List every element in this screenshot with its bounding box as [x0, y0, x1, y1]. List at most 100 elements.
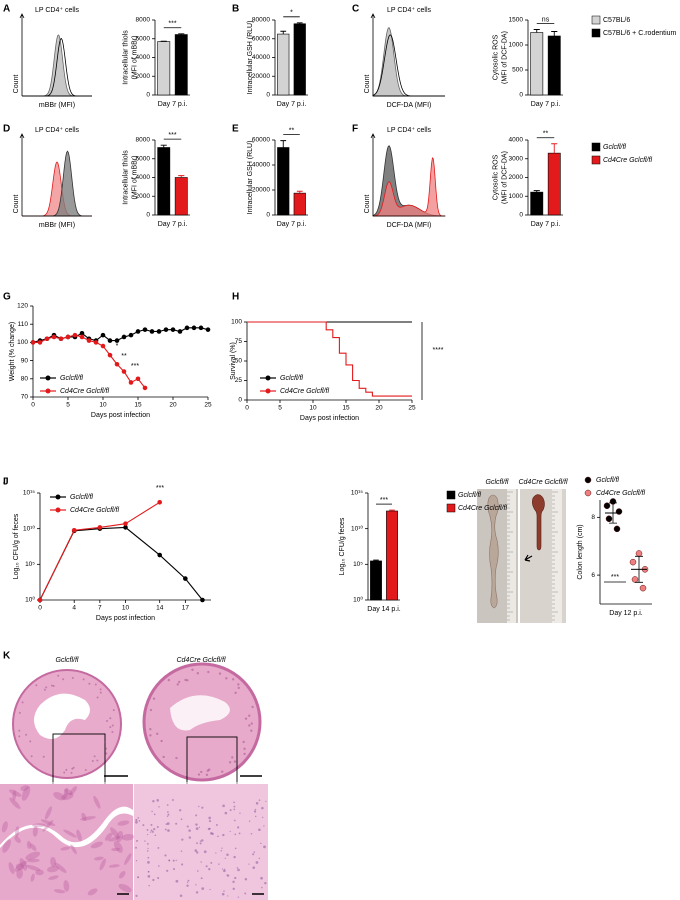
crypt — [61, 792, 74, 801]
y-tick-label: 0 — [238, 397, 242, 404]
y-tick-label: 20000 — [252, 73, 270, 80]
significance-label: **** — [433, 347, 444, 354]
cell — [260, 876, 263, 880]
y-tick-label: 110 — [18, 321, 29, 328]
cell — [82, 678, 85, 681]
cell — [244, 892, 247, 895]
error-bar — [296, 22, 303, 24]
cell — [224, 857, 226, 859]
cell — [18, 711, 21, 714]
crypt — [81, 812, 87, 822]
cell — [221, 770, 224, 773]
cell — [99, 691, 102, 694]
cell — [233, 801, 235, 804]
series-line — [39, 501, 160, 601]
cell — [236, 867, 239, 869]
cell — [151, 830, 154, 833]
x-tick-label: 17 — [182, 605, 190, 612]
x-tick-label: 25 — [204, 402, 212, 409]
cell — [250, 832, 253, 835]
cell — [175, 859, 177, 861]
crypt — [9, 789, 22, 797]
chart-title: LP CD4⁺ cells — [35, 127, 80, 134]
cell — [225, 677, 228, 680]
cell — [237, 826, 240, 829]
y-tick-label: 6000 — [136, 35, 151, 42]
x-axis-label: Day 7 p.i. — [531, 101, 561, 108]
cell — [149, 734, 152, 737]
cell — [229, 809, 232, 812]
cell — [197, 870, 199, 872]
crypt — [25, 851, 41, 860]
cell — [167, 811, 169, 813]
cell — [263, 825, 265, 827]
cell — [35, 684, 38, 687]
y-axis-label: Log₁₀ CFU/g feces — [339, 517, 346, 575]
y-axis-label: Count — [13, 195, 20, 214]
data-point — [157, 499, 162, 505]
y-tick-label: 4000 — [136, 174, 151, 181]
cell — [233, 760, 237, 763]
error-bar — [533, 190, 540, 193]
y-tick-label: 100 — [17, 339, 28, 346]
panel-letter: J — [3, 477, 9, 488]
ruler — [507, 489, 516, 623]
cell — [70, 771, 73, 774]
cell — [138, 820, 141, 822]
data-point — [128, 380, 134, 385]
cell — [84, 768, 87, 771]
x-axis-label: Day 7 p.i. — [158, 101, 188, 108]
y-tick-label: 10¹⁵ — [351, 490, 363, 497]
y-tick-label: 1500 — [509, 17, 524, 24]
data-point — [123, 521, 128, 526]
cell — [188, 829, 191, 832]
cell — [203, 850, 207, 854]
cell — [105, 752, 108, 755]
cell — [258, 857, 261, 860]
chart-bar: 0 1000 2000 3000 4000 Cytosolic ROS (MFI of DC… — [492, 131, 652, 228]
cell — [91, 759, 94, 762]
cell — [237, 683, 240, 686]
cell — [217, 835, 219, 838]
cell — [171, 799, 174, 801]
cell — [199, 840, 202, 842]
crypt — [44, 806, 52, 820]
bar — [530, 32, 544, 96]
crypt — [26, 840, 32, 850]
cell — [233, 808, 236, 811]
cell — [228, 761, 232, 764]
cell — [232, 887, 235, 890]
cell — [264, 881, 267, 885]
cell — [188, 836, 192, 839]
legend-marker — [584, 489, 592, 497]
significance-label: *** — [168, 132, 176, 139]
crypt — [48, 875, 59, 880]
cell — [176, 683, 179, 686]
cell — [147, 875, 151, 878]
series-line — [33, 334, 146, 389]
y-tick-label: 10⁰ — [353, 596, 363, 604]
crypt — [69, 786, 78, 796]
x-axis-label: DCF-DA (MFI) — [387, 102, 432, 109]
panel-letter: K — [3, 651, 11, 662]
crypt — [63, 787, 69, 800]
crypt — [118, 883, 132, 893]
y-tick-label: 60000 — [252, 137, 270, 144]
cell — [71, 677, 74, 680]
cell — [195, 823, 198, 826]
crypt — [32, 826, 38, 837]
cell — [187, 879, 190, 882]
cell — [62, 678, 65, 681]
cell — [152, 800, 155, 803]
crypt — [117, 820, 130, 826]
legend-label: Gclcfl/fl — [603, 144, 626, 151]
data-point — [200, 597, 205, 603]
cell — [234, 847, 237, 850]
cell — [195, 827, 199, 830]
x-tick-label: 25 — [408, 405, 416, 412]
data-point — [121, 369, 127, 374]
panel-letter: D — [3, 124, 10, 135]
crypt — [27, 858, 40, 863]
cell — [206, 769, 209, 772]
panel-letter: C — [352, 4, 359, 15]
